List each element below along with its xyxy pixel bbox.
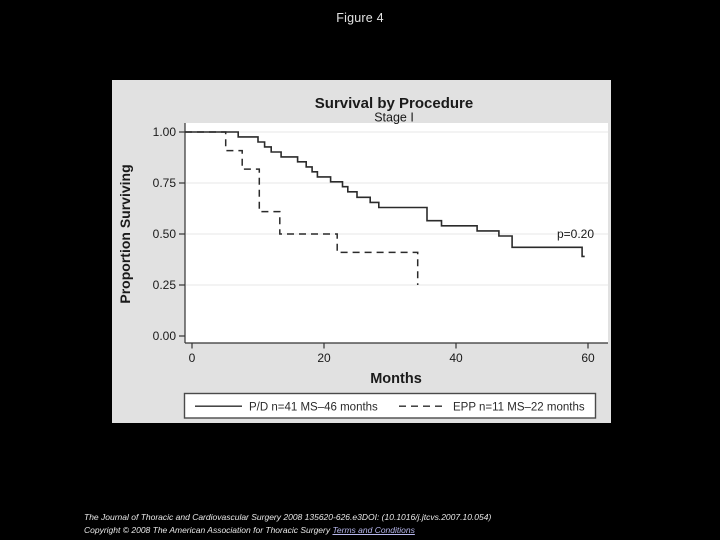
survival-chart: 0.00 0.25 0.50 0.75 1.00 0 20 40 60 p=0.20 Surviv…: [117, 95, 608, 419]
x-axis-label: Months: [370, 371, 422, 387]
legend-label-epp: EPP n=11 MS–22 months: [453, 402, 585, 414]
footer-copyright: Copyright © 2008 The American Associatio…: [84, 524, 415, 535]
y-tick-label: 0.25: [153, 278, 177, 292]
y-tick-label: 0.00: [153, 329, 177, 343]
legend-label-pd: P/D n=41 MS–46 months: [249, 402, 378, 414]
y-tick-label: 0.75: [153, 176, 177, 190]
footer-citation: The Journal of Thoracic and Cardiovascul…: [84, 512, 492, 522]
chart-title: Survival by Procedure: [315, 95, 473, 112]
y-axis-label: Proportion Surviving: [117, 164, 133, 303]
y-tick-label: 0.50: [153, 227, 177, 241]
x-tick-label: 0: [189, 351, 196, 365]
footer: The Journal of Thoracic and Cardiovascul…: [84, 511, 644, 536]
chart-subtitle: Stage I: [374, 111, 414, 125]
y-tick-label: 1.00: [153, 125, 177, 139]
chart-layers: 0.00 0.25 0.50 0.75 1.00 0 20 40 60 p=0.20: [153, 123, 608, 419]
x-tick-label: 60: [581, 351, 595, 365]
chart-panel: 0.00 0.25 0.50 0.75 1.00 0 20 40 60 p=0.20 Surviv…: [112, 80, 611, 423]
legend-box: [183, 392, 597, 419]
figure-label: Figure 4: [336, 11, 384, 25]
plot-area: [185, 123, 608, 343]
terms-link[interactable]: Terms and Conditions: [332, 524, 415, 535]
x-tick-label: 40: [449, 351, 463, 365]
p-value-annotation: p=0.20: [557, 227, 594, 241]
series-pd-curve: [185, 131, 585, 258]
x-tick-label: 20: [317, 351, 331, 365]
